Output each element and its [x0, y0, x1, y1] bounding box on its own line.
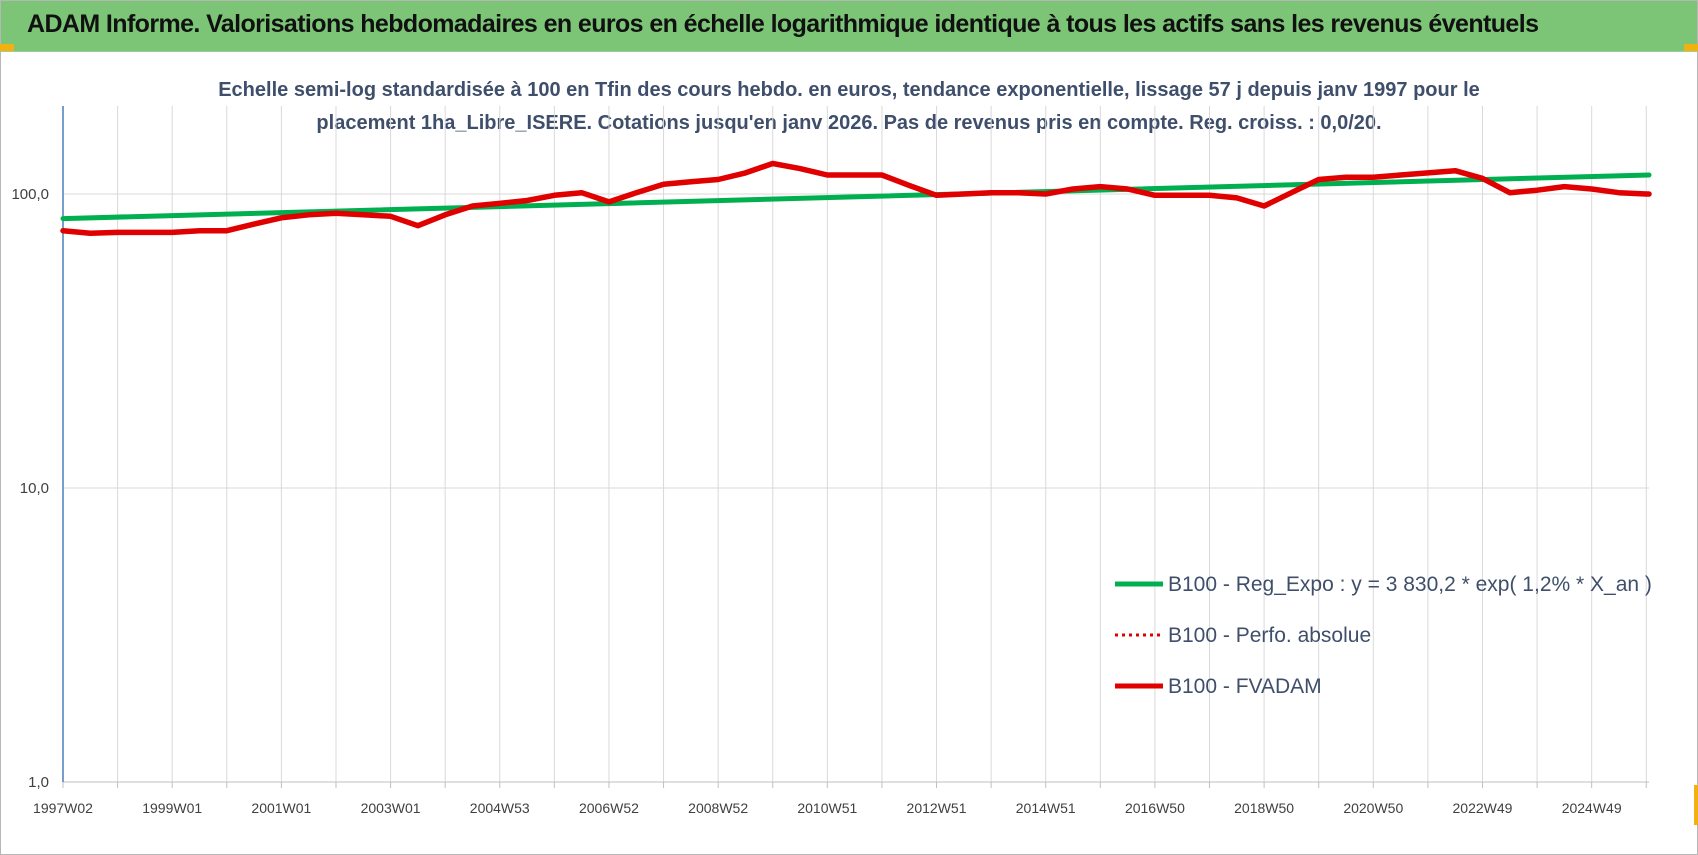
x-axis-tick-label: 2010W51 [797, 800, 857, 816]
y-axis-tick-label: 10,0 [20, 480, 49, 497]
selection-handle-right[interactable] [1694, 785, 1698, 825]
x-axis-tick-label: 2012W51 [907, 800, 967, 816]
grid-lines [62, 106, 1649, 782]
legend-label-1: B100 - Perfo. absolue [1168, 624, 1371, 647]
x-axis-tick-label: 2022W49 [1453, 800, 1513, 816]
banner-title: ADAM Informe. Valorisations hebdomadaire… [27, 10, 1539, 38]
legend: B100 - Reg_Expo : y = 3 830,2 * exp( 1,2… [1115, 573, 1652, 698]
plot-series [60, 160, 1652, 237]
header-banner: ADAM Informe. Valorisations hebdomadaire… [1, 1, 1697, 52]
series-line-2 [60, 160, 1652, 237]
selection-handle-top-left[interactable] [0, 44, 14, 51]
y-axis-tick-label: 100,0 [11, 186, 49, 203]
x-axis-tick-label: 2024W49 [1562, 800, 1622, 816]
selection-handle-top-right[interactable] [1684, 44, 1698, 51]
x-axis-tick-label: 2004W53 [470, 800, 530, 816]
chart-subtitle-line-2: placement 1ha_Libre_ISERE. Cotations jus… [316, 112, 1381, 134]
x-axis-tick-label: 1997W02 [33, 800, 93, 816]
x-axis-tick-label: 2016W50 [1125, 800, 1185, 816]
y-axis-tick-label: 1,0 [28, 774, 49, 791]
x-axis-tick-label: 2018W50 [1234, 800, 1294, 816]
chart-subtitle-line-1: Echelle semi-log standardisée à 100 en T… [218, 79, 1480, 101]
x-axis-tick-label: 2020W50 [1343, 800, 1403, 816]
x-axis-tick-label: 2003W01 [361, 800, 421, 816]
x-axis-tick-label: 2008W52 [688, 800, 748, 816]
x-axis-tick-label: 2014W51 [1016, 800, 1076, 816]
x-axis-tick-label: 2001W01 [251, 800, 311, 816]
series-line-0 [60, 172, 1652, 222]
legend-label-0: B100 - Reg_Expo : y = 3 830,2 * exp( 1,2… [1168, 573, 1652, 596]
x-axis-tick-label: 2006W52 [579, 800, 639, 816]
x-axis-tick-label: 1999W01 [142, 800, 202, 816]
legend-label-2: B100 - FVADAM [1168, 675, 1322, 698]
